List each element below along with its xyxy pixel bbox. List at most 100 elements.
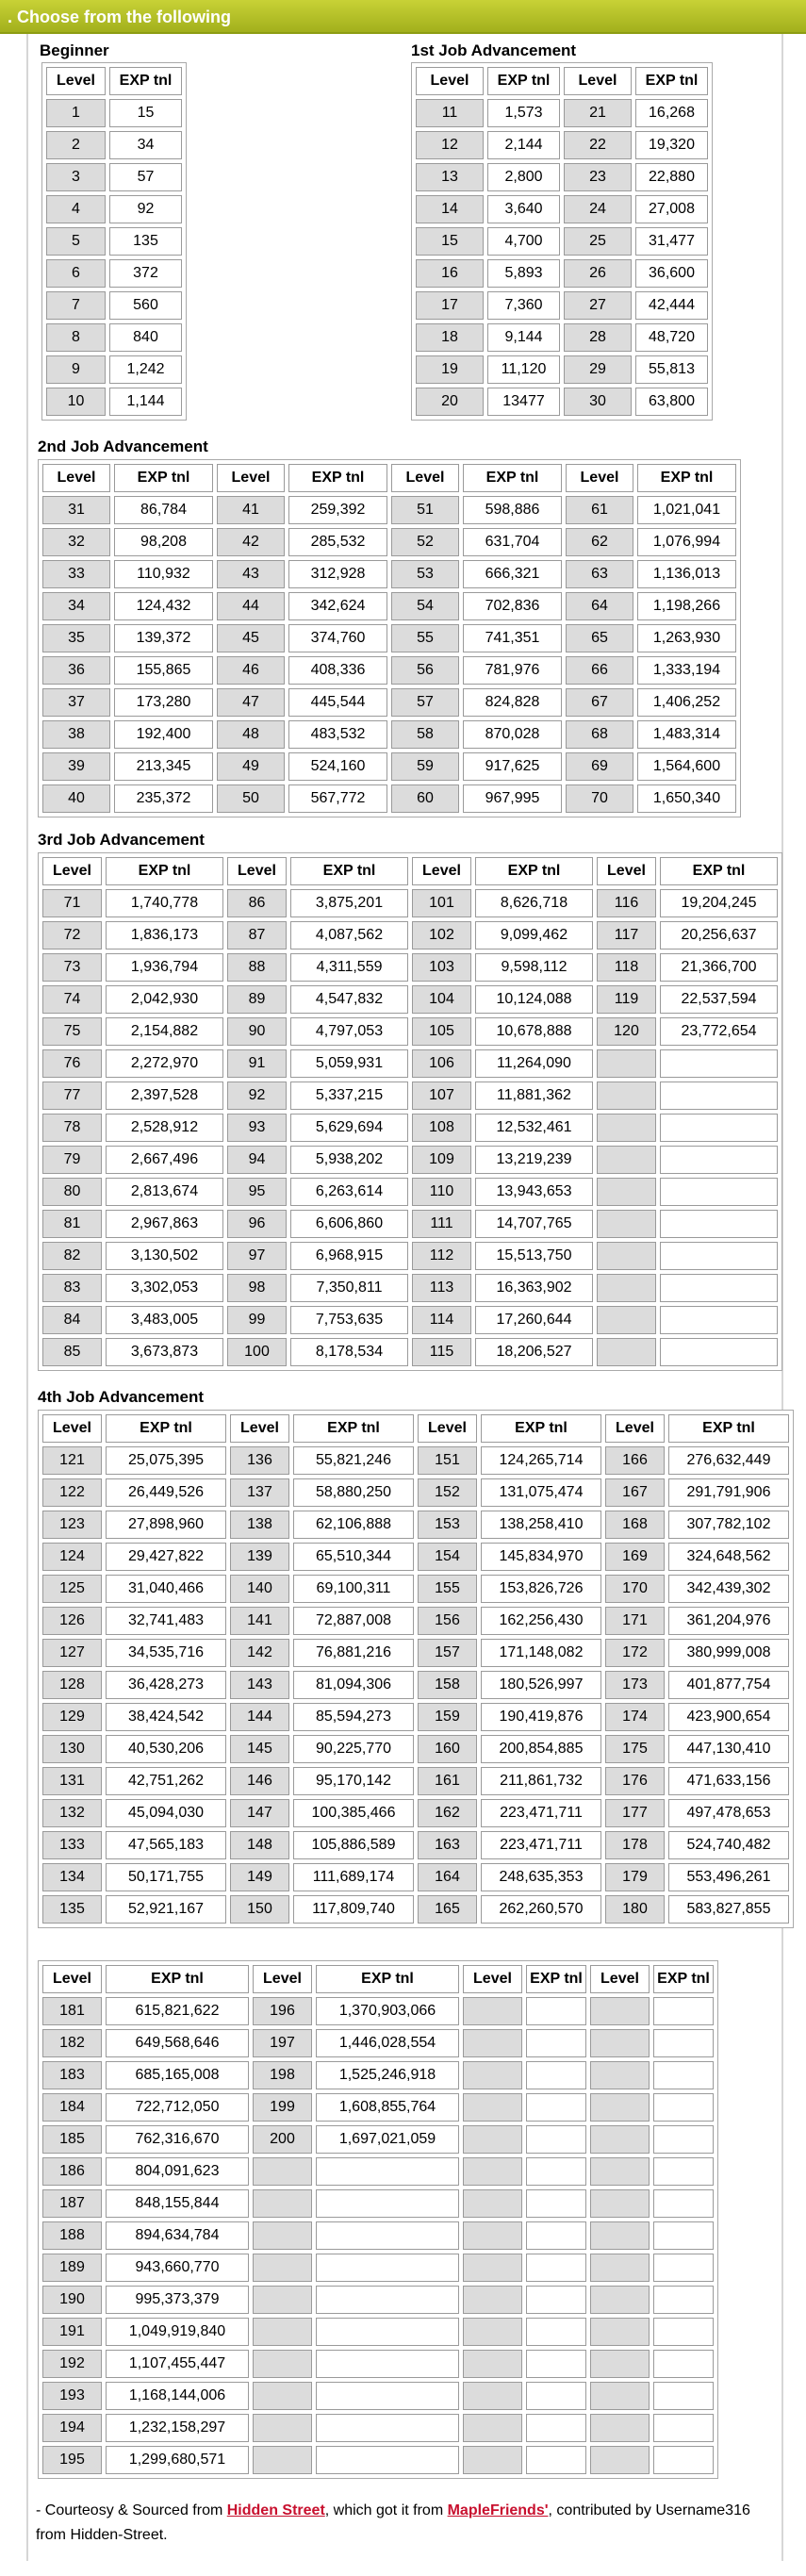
level-cell: [253, 2414, 312, 2442]
table-row: 182 649,568,646 197 1,446,028,554: [42, 2029, 714, 2057]
level-cell: 154: [418, 1543, 477, 1571]
level-cell: [463, 2382, 522, 2410]
exp-cell: 2,272,970: [106, 1049, 223, 1078]
second-job-title: 2nd Job Advancement: [38, 438, 208, 455]
level-column-header: Level: [42, 1965, 102, 1993]
level-cell: 113: [412, 1274, 471, 1302]
exp-cell: 32,741,483: [106, 1607, 226, 1635]
level-cell: 196: [253, 1997, 312, 2025]
table-row: 82 3,130,502 97 6,968,915 112 15,513,750: [42, 1242, 778, 1270]
exp-column-header: EXP tnl: [316, 1965, 459, 1993]
exp-cell: 1,136,013: [637, 560, 736, 588]
level-cell: 132: [42, 1799, 102, 1827]
exp-cell: 7,350,811: [290, 1274, 408, 1302]
exp-column-header: EXP tnl: [526, 1965, 586, 1993]
table-row: 31 86,784 41 259,392 51 598,886 61 1,021,041: [42, 496, 736, 524]
level-cell: [463, 1997, 522, 2025]
exp-cell: 4,797,053: [290, 1017, 408, 1046]
exp-cell: 2,800: [487, 163, 560, 191]
exp-cell: [526, 2414, 586, 2442]
level-cell: 93: [227, 1114, 287, 1142]
level-cell: 87: [227, 921, 287, 949]
level-cell: 178: [605, 1831, 665, 1859]
exp-cell: 81,094,306: [293, 1671, 414, 1699]
level-cell: [590, 2286, 650, 2314]
level-cell: 134: [42, 1863, 102, 1891]
level-cell: [590, 2446, 650, 2474]
table-row: 77 2,397,528 92 5,337,215 107 11,881,362: [42, 1082, 778, 1110]
maplefriends-link[interactable]: MapleFriends': [447, 2502, 549, 2518]
level-cell: 97: [227, 1242, 287, 1270]
exp-cell: 722,712,050: [106, 2093, 249, 2122]
exp-cell: 111,689,174: [293, 1863, 414, 1891]
table-row: 4 92: [46, 195, 182, 223]
exp-column-header: EXP tnl: [114, 464, 213, 492]
level-cell: 200: [253, 2125, 312, 2154]
level-cell: 92: [227, 1082, 287, 1110]
exp-cell: 2,667,496: [106, 1146, 223, 1174]
exp-column-header: EXP tnl: [463, 464, 562, 492]
table-row: 5 135: [46, 227, 182, 256]
exp-cell: 27,008: [635, 195, 708, 223]
exp-cell: [316, 2221, 459, 2250]
level-cell: 46: [217, 656, 285, 685]
exp-cell: 138,258,410: [481, 1511, 601, 1539]
level-cell: [463, 2221, 522, 2250]
exp-cell: 45,094,030: [106, 1799, 226, 1827]
level-column-header: Level: [253, 1965, 312, 1993]
level-cell: 9: [46, 355, 106, 384]
level-cell: 145: [230, 1735, 289, 1763]
exp-cell: 324,648,562: [668, 1543, 789, 1571]
level-cell: 22: [564, 131, 632, 159]
exp-cell: 19,320: [635, 131, 708, 159]
level-cell: 86: [227, 889, 287, 917]
table-row: 18 9,144 28 48,720: [416, 323, 708, 352]
table-row: 195 1,299,680,571: [42, 2446, 714, 2474]
table-row: 186 804,091,623: [42, 2157, 714, 2186]
exp-cell: 2,154,882: [106, 1017, 223, 1046]
exp-cell: 423,900,654: [668, 1703, 789, 1731]
table-row: 191 1,049,919,840: [42, 2318, 714, 2346]
exp-cell: 200,854,885: [481, 1735, 601, 1763]
level-cell: 190: [42, 2286, 102, 2314]
hidden-street-link[interactable]: Hidden Street: [226, 2502, 325, 2518]
exp-cell: [653, 2318, 714, 2346]
level-cell: 125: [42, 1575, 102, 1603]
exp-cell: 12,532,461: [475, 1114, 593, 1142]
exp-cell: 401,877,754: [668, 1671, 789, 1699]
level-cell: 106: [412, 1049, 471, 1078]
level-cell: 155: [418, 1575, 477, 1603]
exp-cell: 2,397,528: [106, 1082, 223, 1110]
level-cell: 81: [42, 1210, 102, 1238]
exp-cell: 917,625: [463, 752, 562, 781]
exp-cell: 1,168,144,006: [106, 2382, 249, 2410]
table-row: 81 2,967,863 96 6,606,860 111 14,707,765: [42, 1210, 778, 1238]
table-row: 133 47,565,183 148 105,886,589 163 223,471,71…: [42, 1831, 789, 1859]
table-row: 13 2,800 23 22,880: [416, 163, 708, 191]
level-cell: 90: [227, 1017, 287, 1046]
level-cell: 2: [46, 131, 106, 159]
exp-cell: 31,040,466: [106, 1575, 226, 1603]
exp-cell: [660, 1242, 778, 1270]
exp-cell: [653, 2189, 714, 2218]
table-row: 193 1,168,144,006: [42, 2382, 714, 2410]
exp-cell: 1,697,021,059: [316, 2125, 459, 2154]
level-cell: [463, 2286, 522, 2314]
exp-cell: 5,893: [487, 259, 560, 288]
level-cell: [590, 2350, 650, 2378]
level-cell: 121: [42, 1446, 102, 1475]
exp-column-header: EXP tnl: [668, 1414, 789, 1443]
exp-cell: 1,370,903,066: [316, 1997, 459, 2025]
exp-cell: 967,995: [463, 784, 562, 813]
level-cell: 163: [418, 1831, 477, 1859]
level-column-header: Level: [590, 1965, 650, 1993]
level-cell: 153: [418, 1511, 477, 1539]
level-cell: 82: [42, 1242, 102, 1270]
level-cell: 143: [230, 1671, 289, 1699]
exp-cell: 235,372: [114, 784, 213, 813]
table-row: 189 943,660,770: [42, 2254, 714, 2282]
level-cell: [253, 2382, 312, 2410]
level-cell: 119: [597, 985, 656, 1014]
level-cell: 44: [217, 592, 285, 620]
level-cell: 112: [412, 1242, 471, 1270]
